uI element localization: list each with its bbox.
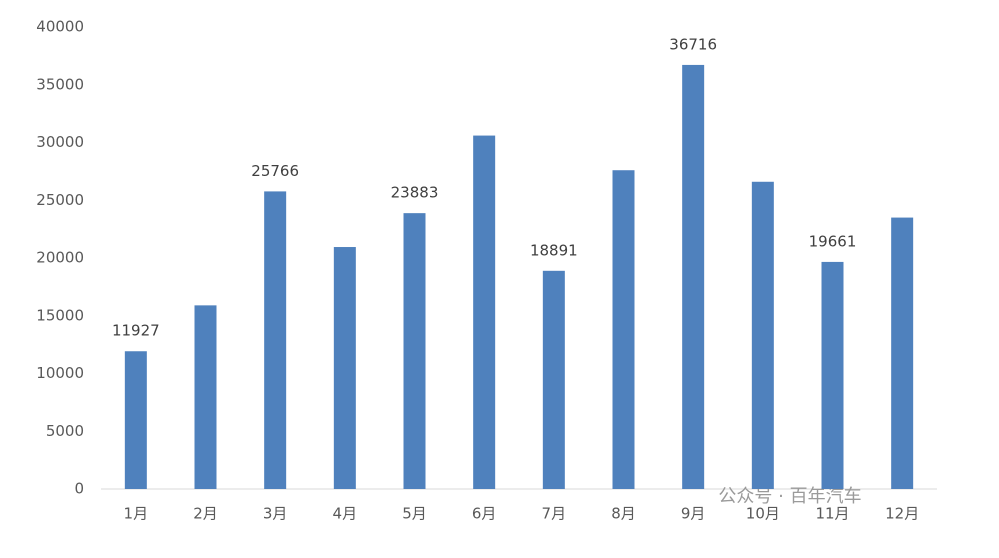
value-label: 18891 bbox=[530, 241, 578, 259]
value-label: 25766 bbox=[251, 162, 299, 180]
value-label: 11927 bbox=[112, 322, 160, 340]
bar bbox=[682, 64, 705, 489]
y-tick-label: 40000 bbox=[36, 18, 84, 36]
bar bbox=[473, 135, 496, 489]
x-tick-label: 7月 bbox=[542, 505, 567, 523]
bar bbox=[403, 213, 426, 489]
x-tick-label: 8月 bbox=[611, 505, 636, 523]
bar bbox=[751, 181, 774, 489]
value-label: 19661 bbox=[809, 232, 857, 250]
x-tick-label: 9月 bbox=[681, 505, 706, 523]
x-tick-label: 1月 bbox=[124, 505, 149, 523]
bar bbox=[333, 247, 356, 489]
bar bbox=[194, 305, 217, 489]
x-tick-label: 10月 bbox=[746, 505, 780, 523]
y-tick-label: 5000 bbox=[46, 422, 84, 440]
bar bbox=[821, 261, 844, 489]
x-tick-label: 6月 bbox=[472, 505, 497, 523]
bar bbox=[542, 270, 565, 489]
value-label: 23883 bbox=[391, 184, 439, 202]
bar bbox=[891, 217, 914, 489]
x-tick-label: 3月 bbox=[263, 505, 288, 523]
x-tick-label: 2月 bbox=[193, 505, 218, 523]
y-tick-label: 15000 bbox=[36, 306, 84, 324]
value-label: 36716 bbox=[669, 35, 717, 53]
x-tick-label: 5月 bbox=[402, 505, 427, 523]
bar bbox=[124, 351, 147, 489]
watermark: 公众号 · 百年汽车 bbox=[718, 486, 861, 507]
y-tick-label: 0 bbox=[74, 480, 84, 498]
x-tick-label: 11月 bbox=[815, 505, 849, 523]
bar bbox=[264, 191, 287, 489]
y-tick-label: 30000 bbox=[36, 133, 84, 151]
x-tick-label: 4月 bbox=[333, 505, 358, 523]
x-tick-label: 12月 bbox=[885, 505, 919, 523]
bar bbox=[612, 170, 635, 489]
y-tick-label: 20000 bbox=[36, 249, 84, 267]
y-tick-label: 35000 bbox=[36, 75, 84, 93]
y-tick-label: 25000 bbox=[36, 191, 84, 209]
y-tick-label: 10000 bbox=[36, 364, 84, 382]
